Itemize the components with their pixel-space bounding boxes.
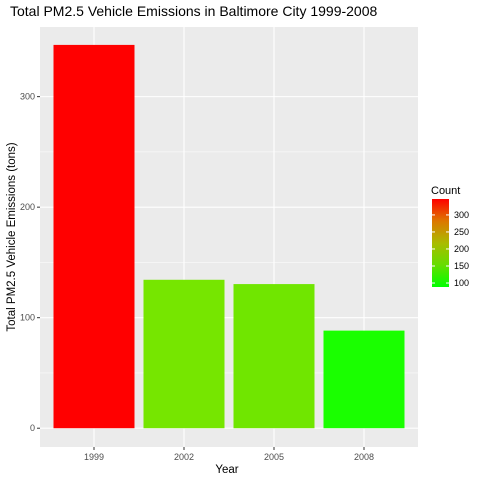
x-axis-title: Year: [215, 464, 238, 476]
legend-tick-label: 100: [454, 278, 469, 288]
bar-2005: [233, 284, 315, 429]
y-tick-label: 0: [30, 423, 35, 433]
x-tick-label: 2005: [264, 452, 284, 462]
y-tick-label: 300: [20, 92, 35, 102]
legend-tick-label: 200: [454, 244, 469, 254]
bar-2008: [323, 330, 405, 429]
x-tick-label: 2002: [174, 452, 194, 462]
legend-tick-label: 250: [454, 227, 469, 237]
bar-1999: [53, 44, 135, 429]
y-tick-label: 100: [20, 313, 35, 323]
bar-2002: [143, 279, 225, 429]
bars: [53, 44, 405, 429]
legend-ticks: 100 150 200 250 300: [432, 210, 469, 288]
legend: Count 100 150 200 250 300: [431, 185, 469, 288]
y-tick-label: 200: [20, 202, 35, 212]
x-tick-label: 2008: [354, 452, 374, 462]
y-axis-title: Total PM2.5 Vehicle Emissions (tons): [6, 142, 18, 331]
axes: 0 100 200 300 1999 2002 2005 2008: [20, 92, 374, 462]
legend-tick-label: 300: [454, 210, 469, 220]
x-tick-label: 1999: [84, 452, 104, 462]
chart-title: Total PM2.5 Vehicle Emissions in Baltimo…: [10, 3, 378, 19]
legend-tick-label: 150: [454, 261, 469, 271]
legend-colorbar: [432, 199, 449, 287]
legend-title: Count: [431, 185, 460, 197]
